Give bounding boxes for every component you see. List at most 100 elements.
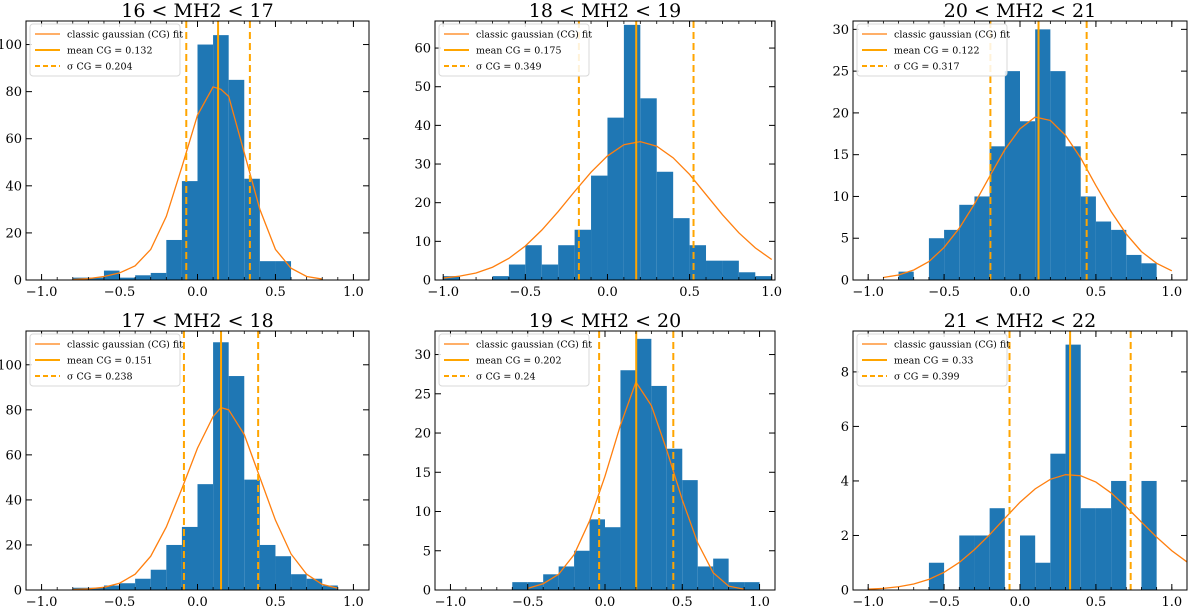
histogram-bar bbox=[689, 245, 707, 280]
histogram-bar bbox=[150, 272, 167, 280]
histogram-bar bbox=[1126, 254, 1142, 280]
legend-fit-entry-label: classic gaussian (CG) fit bbox=[894, 30, 1010, 41]
x-tick-label: 0.5 bbox=[672, 595, 693, 608]
x-tick-label: 0.5 bbox=[1086, 595, 1107, 608]
legend-mean-entry-label: mean CG = 0.132 bbox=[67, 46, 153, 57]
histogram-bar bbox=[228, 79, 245, 280]
histogram-bar bbox=[722, 260, 739, 280]
x-tick-label: 0.0 bbox=[187, 595, 208, 608]
histogram-bar bbox=[728, 582, 745, 590]
bar-group bbox=[72, 35, 292, 280]
y-tick-label: 20 bbox=[832, 106, 849, 121]
subplot-title: 17 < MH2 < 18 bbox=[121, 310, 273, 332]
histogram-bar bbox=[738, 272, 756, 280]
legend-mean-entry-label: mean CG = 0.151 bbox=[67, 356, 153, 367]
histogram-bar bbox=[989, 508, 1005, 590]
histogram-bar bbox=[697, 566, 714, 590]
gaussian-fit-line bbox=[443, 140, 773, 279]
histogram-bar bbox=[1080, 508, 1096, 590]
histogram-bar bbox=[512, 582, 528, 590]
legend: classic gaussian (CG) fit mean CG = 0.151… bbox=[29, 333, 183, 387]
legend-fit-entry-label: classic gaussian (CG) fit bbox=[67, 30, 183, 41]
histogram-bar bbox=[492, 276, 509, 280]
y-tick-label: 80 bbox=[5, 403, 22, 418]
x-tick-label: −0.5 bbox=[512, 595, 544, 608]
histogram-bar bbox=[755, 276, 772, 280]
histogram-bar bbox=[1141, 480, 1157, 590]
histogram-bar bbox=[574, 229, 592, 280]
legend-sigma-entry-label: σ CG = 0.317 bbox=[894, 62, 960, 73]
subplot-title: 19 < MH2 < 20 bbox=[529, 310, 681, 332]
y-tick-label: 100 bbox=[0, 38, 22, 53]
subplot-title: 16 < MH2 < 17 bbox=[121, 0, 273, 22]
x-tick-label: 1.0 bbox=[749, 595, 770, 608]
histogram-bar bbox=[306, 578, 323, 590]
x-tick-label: −1.0 bbox=[435, 595, 467, 608]
x-tick-label: 1.0 bbox=[761, 285, 782, 300]
histogram-bar bbox=[228, 376, 245, 590]
axes-frame bbox=[434, 20, 776, 281]
histogram-bar bbox=[275, 261, 292, 280]
histogram-bar bbox=[656, 171, 674, 280]
x-tick-label: −1.0 bbox=[26, 285, 58, 300]
histogram-bar bbox=[1065, 146, 1081, 280]
legend-mean-entry-label: mean CG = 0.175 bbox=[476, 46, 562, 57]
y-tick-label: 25 bbox=[414, 387, 431, 402]
subplot-3: −1.0 −0.5 0.0 0.5 1.0 0 5 10 15 20 25 30 20 < MH2 < … bbox=[832, 0, 1188, 300]
histogram-bar bbox=[1141, 263, 1157, 280]
histogram-bar bbox=[150, 569, 167, 590]
histogram-bar bbox=[166, 544, 182, 590]
bar-group bbox=[928, 344, 1157, 590]
legend: classic gaussian (CG) fit mean CG = 0.132… bbox=[29, 23, 183, 77]
histogram-bar bbox=[166, 239, 182, 280]
y-tick-label: 10 bbox=[414, 505, 431, 520]
gaussian-fit-line bbox=[72, 86, 323, 281]
x-tick-label: −0.5 bbox=[104, 285, 136, 300]
histogram-bar bbox=[181, 526, 198, 590]
histogram-bar bbox=[135, 578, 151, 590]
histogram-bar bbox=[103, 585, 120, 590]
histogram-bar bbox=[1050, 453, 1066, 590]
subplot-4: −1.0 −0.5 0.0 0.5 1.0 0 20 40 60 80 100 17 < MH2 < … bbox=[0, 310, 370, 608]
histogram-bar bbox=[673, 218, 690, 280]
y-tick-label: 30 bbox=[414, 348, 431, 363]
legend-mean-entry-label: mean CG = 0.122 bbox=[894, 46, 980, 57]
legend-fit-entry-label: classic gaussian (CG) fit bbox=[476, 340, 592, 351]
histogram-bar bbox=[620, 370, 636, 590]
legend-fit-entry-label: classic gaussian (CG) fit bbox=[894, 340, 1010, 351]
y-tick-label: 25 bbox=[832, 65, 849, 80]
legend-fit-entry-label: classic gaussian (CG) fit bbox=[67, 340, 183, 351]
histogram-bar bbox=[898, 271, 914, 280]
histogram-bar bbox=[525, 245, 542, 280]
x-tick-label: −1.0 bbox=[26, 595, 58, 608]
subplot-2: −1.0 −0.5 0.0 0.5 1.0 0 10 20 30 40 50 60 18 < MH2 <… bbox=[414, 0, 782, 300]
x-tick-label: −0.5 bbox=[104, 595, 136, 608]
x-tick-label: 0.0 bbox=[187, 285, 208, 300]
histogram-bar bbox=[259, 261, 276, 280]
histogram-bar bbox=[181, 181, 198, 280]
histogram-bar bbox=[1020, 535, 1036, 590]
x-tick-label: 0.0 bbox=[1010, 595, 1031, 608]
y-tick-label: 20 bbox=[414, 196, 431, 211]
y-tick-label: 60 bbox=[5, 132, 22, 147]
subplot-title: 20 < MH2 < 21 bbox=[944, 0, 1096, 22]
histogram-bar bbox=[682, 480, 698, 590]
histogram-bar bbox=[541, 264, 559, 280]
histogram-bar bbox=[213, 35, 229, 280]
histogram-bar bbox=[607, 117, 624, 281]
legend-box bbox=[29, 23, 181, 77]
y-tick-label: 10 bbox=[414, 235, 431, 250]
legend-sigma-entry-label: σ CG = 0.24 bbox=[476, 372, 536, 383]
y-tick-label: 6 bbox=[841, 420, 849, 435]
histogram-bar bbox=[640, 98, 657, 280]
histogram-bar bbox=[666, 448, 683, 590]
x-tick-label: −1.0 bbox=[852, 595, 884, 608]
histogram-bar bbox=[1111, 480, 1127, 590]
subplot-5: −1.0 −0.5 0.0 0.5 1.0 0 5 10 15 20 25 30 19 < MH2 < … bbox=[414, 310, 776, 608]
legend-mean-entry-label: mean CG = 0.202 bbox=[476, 356, 562, 367]
histogram-bar bbox=[1111, 229, 1127, 280]
histogram-bar bbox=[508, 264, 526, 280]
legend: classic gaussian (CG) fit mean CG = 0.175… bbox=[438, 23, 592, 77]
y-tick-label: 15 bbox=[414, 466, 431, 481]
histogram-bar bbox=[322, 585, 338, 590]
